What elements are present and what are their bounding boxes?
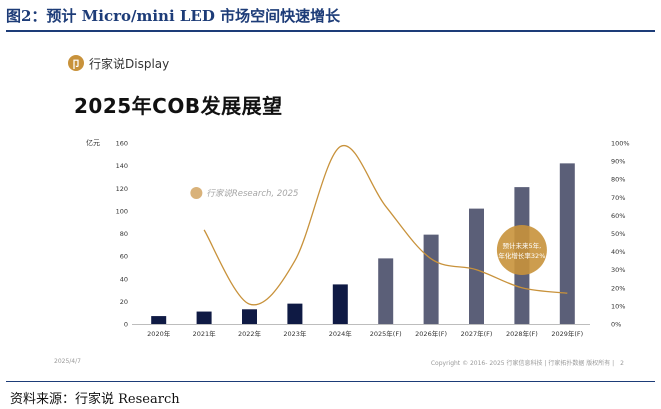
- y-tick-label: 40: [120, 275, 128, 283]
- page-number: 2: [620, 360, 624, 367]
- brand-name: 行家说Display: [89, 56, 170, 71]
- y-tick-label: 100: [116, 207, 128, 215]
- y-tick-label: 20: [120, 298, 128, 306]
- y-tick-label: 120: [116, 185, 128, 193]
- x-tick-label: 2020年: [147, 329, 171, 338]
- y2-tick-label: 70%: [611, 194, 625, 202]
- y-tick-label: 0: [124, 321, 128, 329]
- x-tick-label: 2023年: [283, 329, 307, 338]
- bar: [423, 234, 439, 324]
- slide-title: 2025年COB发展展望: [74, 94, 283, 118]
- bar: [378, 258, 394, 324]
- bar: [196, 311, 212, 324]
- top-rule: [6, 30, 655, 32]
- bar: [151, 316, 167, 324]
- x-tick-label: 2028年(F): [506, 329, 538, 338]
- y-tick-label: 140: [116, 162, 128, 170]
- y2-tick-label: 30%: [611, 266, 625, 274]
- footer-copyright-text: Copyright © 2016- 2025 行家信息科技 | 行家拓扑数据 版…: [430, 360, 615, 367]
- annotation-text: 年化增长率32%: [498, 251, 545, 260]
- y-axis-unit: 亿元: [86, 138, 100, 147]
- slide-panel: 卩 行家说Display 2025年COB发展展望 亿元 0 20 40 60 80 100…: [28, 38, 634, 376]
- y2-tick-label: 20%: [611, 284, 625, 292]
- footer-copyright: Copyright © 2016- 2025 行家信息科技 | 行家拓扑数据 版…: [431, 358, 624, 367]
- y2-tick-label: 10%: [611, 302, 625, 310]
- y2-tick-label: 40%: [611, 248, 625, 256]
- x-tick-label: 2025年(F): [370, 329, 402, 338]
- y2-tick-label: 60%: [611, 212, 625, 220]
- x-tick-label: 2021年: [193, 329, 217, 338]
- y2-tick-label: 90%: [611, 158, 625, 166]
- figure-title: 图2：预计 Micro/mini LED 市场空间快速增长: [6, 7, 341, 25]
- y-tick-label: 60: [120, 253, 128, 261]
- y2-tick-label: 80%: [611, 176, 625, 184]
- y2-tick-label: 0%: [611, 321, 621, 329]
- y-tick-label: 80: [120, 230, 128, 238]
- y2-tick-label: 100%: [611, 140, 630, 148]
- x-tick-label: 2026年(F): [415, 329, 447, 338]
- bar: [469, 208, 484, 324]
- bar: [332, 284, 348, 324]
- watermark-logo-icon: [190, 187, 203, 199]
- y-tick-label: 160: [116, 140, 128, 148]
- watermark-text: 行家说Research, 2025: [206, 188, 298, 199]
- footer-date: 2025/4/7: [54, 358, 81, 365]
- bottom-rule: [6, 381, 655, 382]
- bar: [559, 163, 575, 324]
- x-tick-label: 2027年(F): [461, 329, 493, 338]
- source-note: 资料来源：行家说 Research: [10, 392, 180, 407]
- x-tick-label: 2022年: [238, 329, 262, 338]
- annotation-text: 预计未来5年,: [503, 241, 542, 250]
- growth-line: [203, 144, 568, 306]
- x-tick-label: 2024年: [329, 329, 353, 338]
- brand: 卩 行家说Display: [68, 54, 169, 72]
- y2-tick-label: 50%: [611, 230, 625, 238]
- x-tick-label: 2029年(F): [551, 329, 583, 338]
- bar: [242, 309, 257, 324]
- market-chart: 亿元 0 20 40 60 80 100 120 140 160 0% 10% 20% 30% 40% 50%…: [86, 138, 630, 338]
- brand-logo-icon: 卩: [68, 55, 84, 71]
- annotation-bubble: [496, 225, 547, 275]
- bar: [287, 303, 303, 324]
